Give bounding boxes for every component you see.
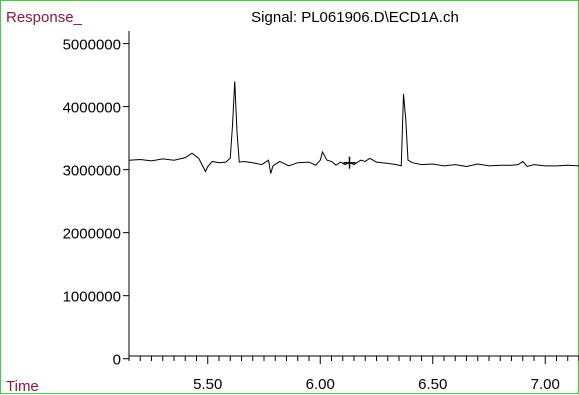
y-ticks: 0 1000000 2000000 3000000 4000000 5000000 [63,37,129,369]
chart-title: Signal: PL061906.D\ECD1A.ch [251,9,459,26]
x-tick-label: 6.00 [306,376,335,393]
y-tick-label: 0 [113,352,121,369]
x-tick-label: 7.00 [531,376,560,393]
x-tick-label: 5.50 [193,376,222,393]
time-label: Time [6,378,39,395]
cursor-marker[interactable] [343,156,356,169]
x-tick-label: 6.50 [418,376,447,393]
y-tick-label: 5000000 [63,37,121,54]
x-ticks: 5.50 6.00 6.50 7.00 [128,356,579,393]
signal-trace [128,81,579,174]
y-tick-label: 2000000 [63,226,121,243]
response-label: Response_ [6,9,83,26]
y-tick-label: 3000000 [63,163,121,180]
y-tick-label: 4000000 [63,100,121,117]
y-tick-label: 1000000 [63,289,121,306]
